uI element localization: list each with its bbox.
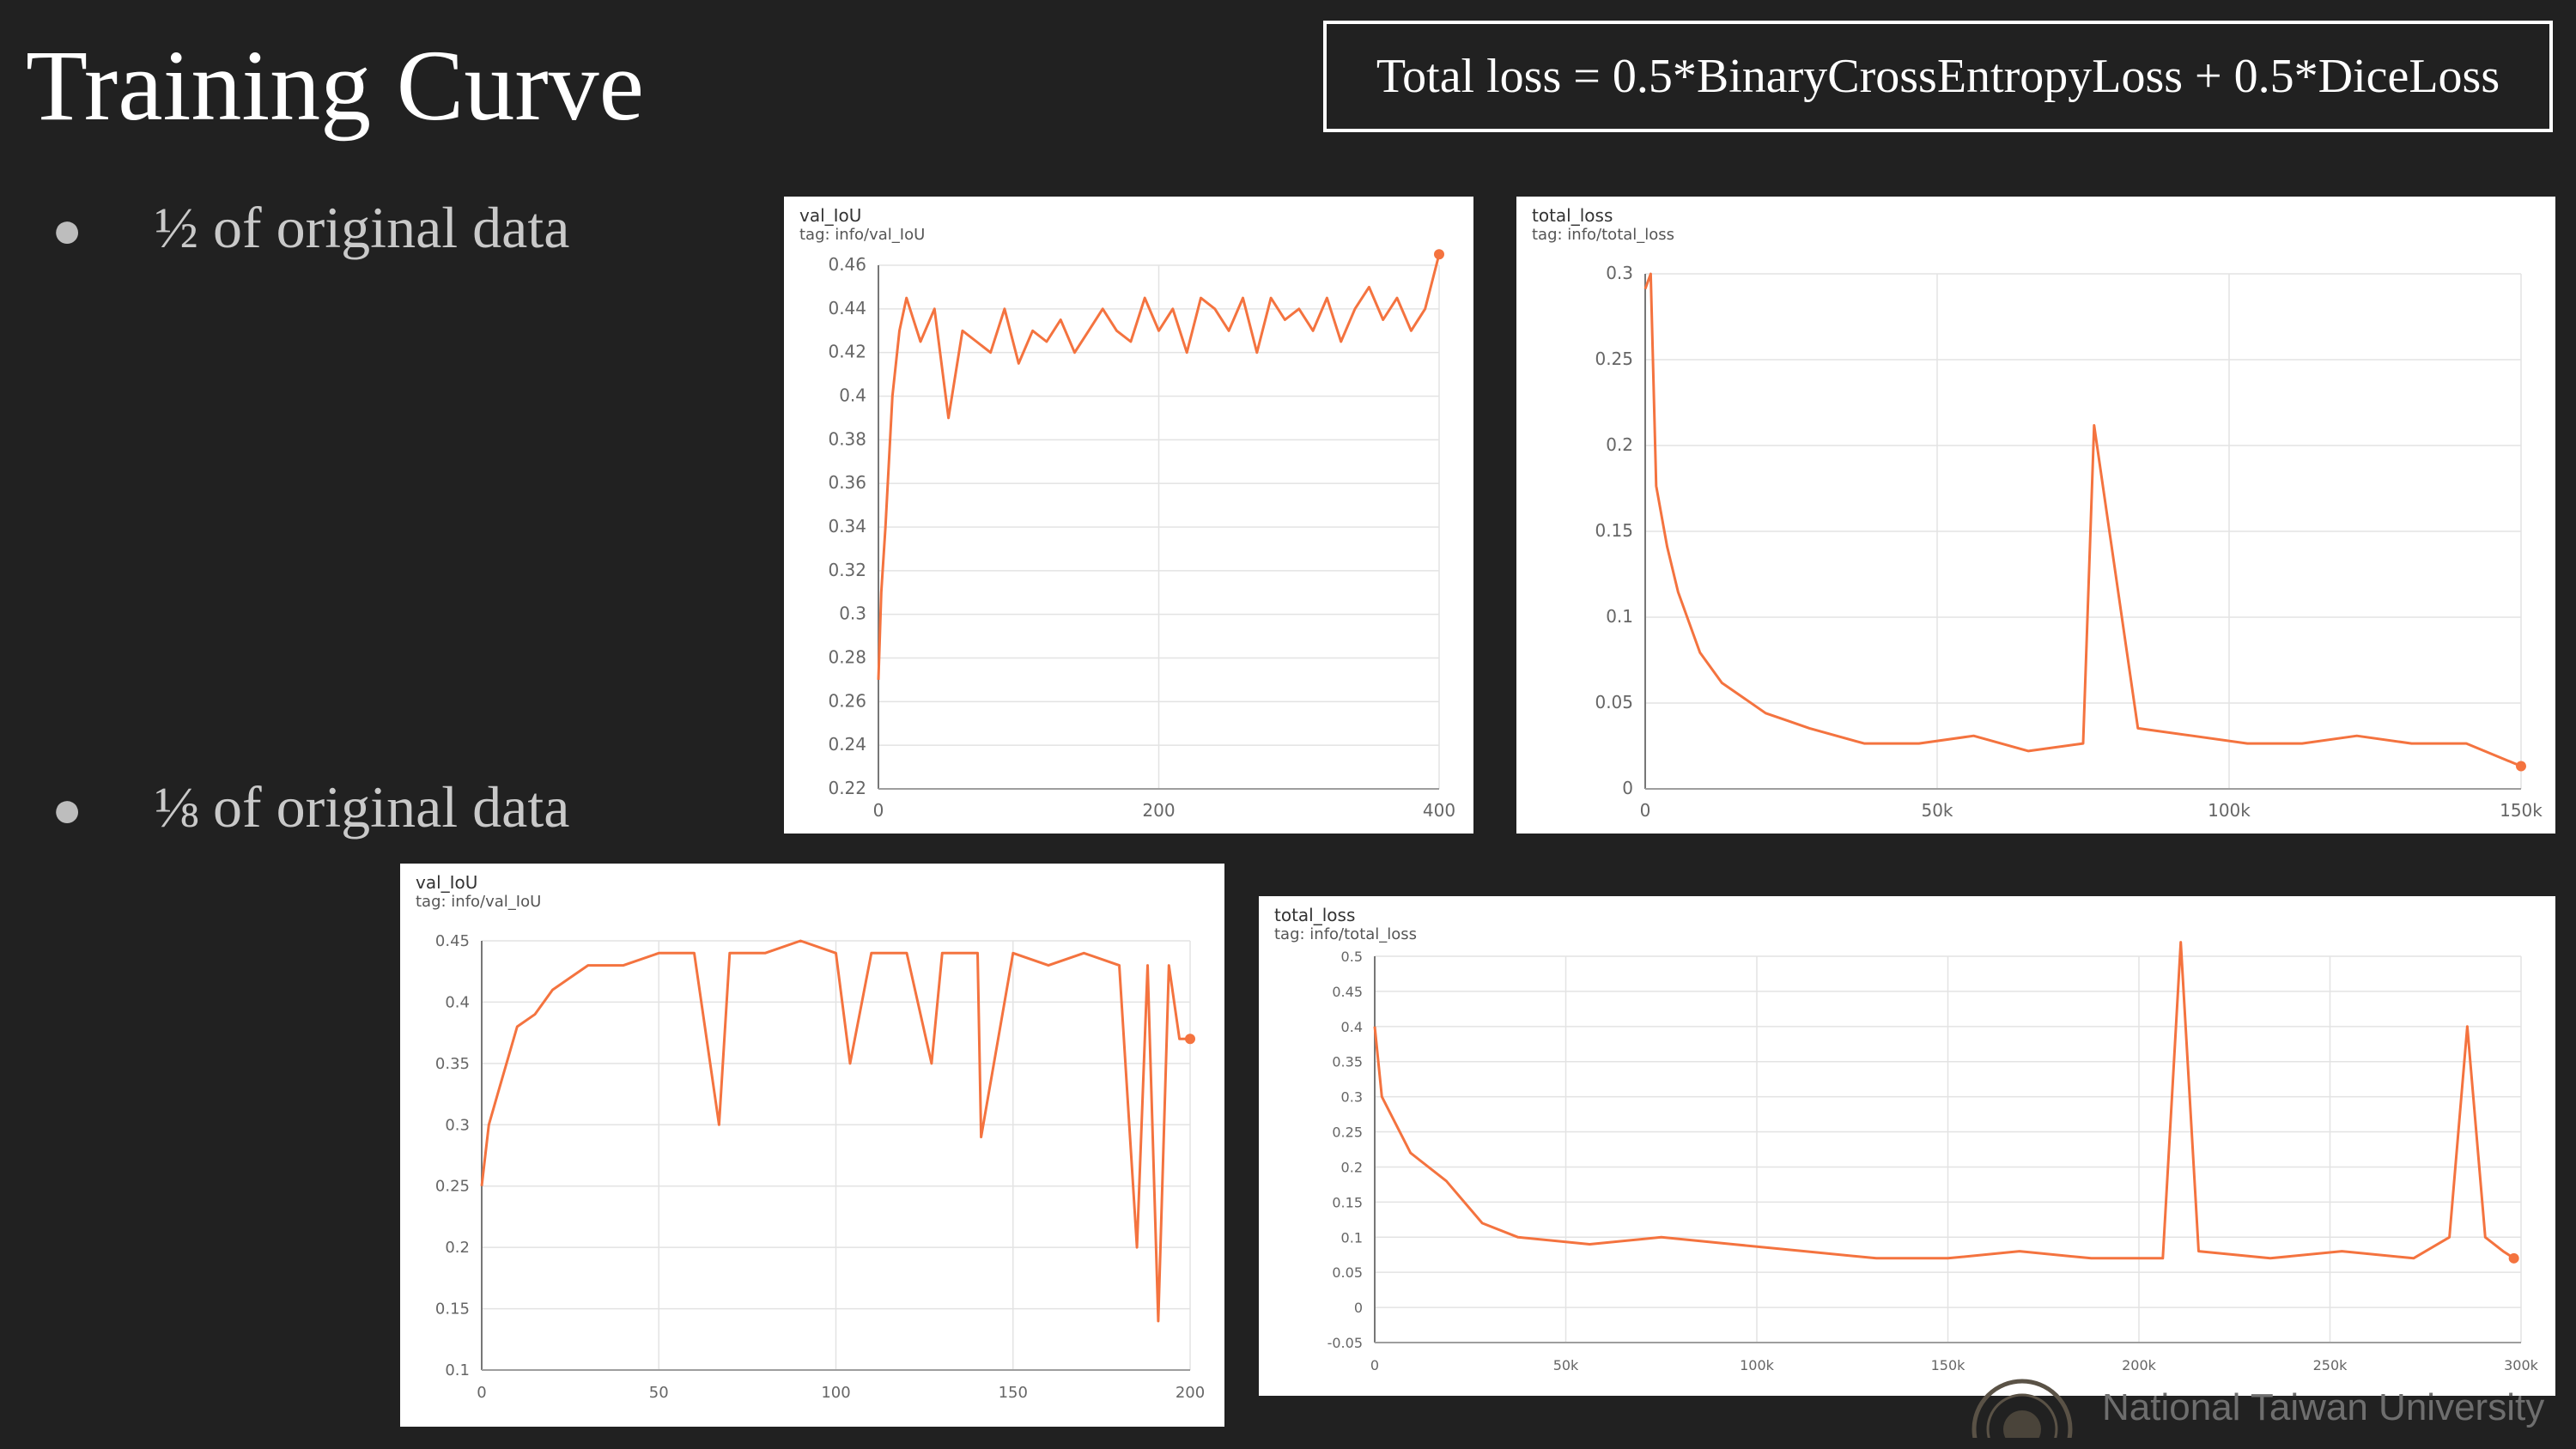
y-tick-label: 0.25	[1595, 349, 1633, 369]
y-tick-label: 0.25	[1332, 1125, 1363, 1141]
x-tick-label: 200	[1142, 800, 1175, 821]
x-tick-label: 0	[1640, 800, 1651, 821]
series-line	[1373, 941, 2515, 1260]
slide-title: Training Curve	[26, 29, 645, 142]
y-tick-label: 0.05	[1595, 692, 1633, 712]
y-tick-label: 0.2	[445, 1239, 470, 1257]
chart-panel-val-iou-half: val_IoU tag: info/val_IoU 0.46 0.44 0.42 0.…	[784, 197, 1473, 834]
y-tick-label: 0.42	[828, 342, 866, 362]
university-seal-icon	[1971, 1379, 2073, 1438]
y-tick-label: 0.26	[828, 690, 866, 711]
y-tick-label: 0.46	[828, 254, 866, 275]
series-last-point	[1434, 249, 1444, 260]
x-tick-label: 300k	[2504, 1357, 2539, 1373]
chart-tag: tag: info/total_loss	[1532, 226, 1675, 244]
x-tick-label: 150k	[2500, 800, 2543, 821]
x-tick-label: 50k	[1921, 800, 1953, 821]
y-tick-label: 0.5	[1341, 949, 1363, 965]
y-tick-label: 0.32	[828, 560, 866, 580]
chart-title: total_loss	[1274, 905, 1356, 925]
bullet-half-data: ● ½ of original data	[52, 193, 569, 264]
y-tick-label: 0.15	[1332, 1194, 1363, 1210]
y-tick-label: 0.45	[435, 932, 470, 950]
y-tick-label: 0.4	[445, 993, 470, 1011]
chart-tag: tag: info/val_IoU	[799, 226, 926, 244]
y-tick-label: 0.3	[839, 603, 866, 624]
bullet-dot-icon: ●	[52, 202, 83, 258]
y-tick-label: 0.4	[839, 385, 866, 406]
y-tick-label: 0.38	[828, 428, 866, 449]
chart-svg: 0.5 0.45 0.4 0.35 0.3 0.25 0.2 0.15 0.1 0.05 0 -0.0…	[1327, 941, 2539, 1373]
y-tick-label: 0.3	[1341, 1089, 1363, 1106]
bullet-eighth-data: ● ⅛ of original data	[52, 773, 569, 844]
x-tick-label: 250k	[2313, 1357, 2348, 1373]
x-tick-label: 0	[873, 800, 884, 821]
series-last-point	[2508, 1252, 2519, 1264]
y-tick-label: 0.1	[445, 1361, 470, 1379]
y-tick-label: 0.2	[1606, 434, 1633, 455]
x-tick-label: 100k	[2208, 800, 2251, 821]
x-tick-label: 200	[1176, 1384, 1205, 1402]
y-tick-label: 0.25	[435, 1178, 470, 1196]
chart-tag: tag: info/val_IoU	[416, 893, 542, 911]
x-tick-label: 100	[821, 1384, 850, 1402]
y-tick-label: 0.44	[828, 298, 866, 318]
y-tick-label: 0.1	[1606, 606, 1633, 627]
series-line	[1643, 272, 2522, 767]
chart-panel-val-iou-eighth: val_IoU tag: info/val_IoU 0.45 0.4 0.35 0.3…	[400, 864, 1224, 1427]
y-tick-label: 0.15	[435, 1300, 470, 1319]
loss-formula-box: Total loss = 0.5*BinaryCrossEntropyLoss …	[1323, 21, 2553, 132]
series-line	[480, 939, 1190, 1323]
y-tick-label: 0	[1354, 1300, 1363, 1316]
y-tick-label: 0.3	[1606, 263, 1633, 283]
y-tick-label: 0.36	[828, 472, 866, 493]
y-tick-label: 0.15	[1595, 520, 1633, 541]
bullet-dot-icon: ●	[52, 781, 83, 838]
x-tick-label: 400	[1423, 800, 1455, 821]
y-tick-label: 0.05	[1332, 1264, 1363, 1281]
chart-panel-total-loss-half: total_loss tag: info/total_loss 0.3 0.25 0…	[1516, 197, 2555, 834]
y-tick-label: -0.05	[1327, 1335, 1363, 1351]
y-tick-label: 0.45	[1332, 984, 1363, 1000]
x-tick-label: 0	[1370, 1357, 1379, 1373]
loss-formula-text: Total loss = 0.5*BinaryCrossEntropyLoss …	[1376, 50, 2500, 103]
x-tick-label: 100k	[1740, 1357, 1775, 1373]
chart-tag: tag: info/total_loss	[1274, 925, 1418, 943]
chart-title: total_loss	[1532, 205, 1613, 226]
x-tick-label: 50k	[1553, 1357, 1579, 1373]
chart-title: val_IoU	[799, 205, 862, 226]
x-tick-label: 0	[477, 1384, 486, 1402]
x-tick-label: 150k	[1931, 1357, 1966, 1373]
y-tick-label: 0.22	[828, 778, 866, 798]
chart-svg: 0.45 0.4 0.35 0.3 0.25 0.2 0.15 0.1 0 50 100 150 200	[435, 932, 1205, 1402]
x-tick-label: 50	[649, 1384, 669, 1402]
y-tick-label: 0.35	[435, 1055, 470, 1073]
footer-university: National Taiwan University	[2102, 1386, 2545, 1428]
y-tick-label: 0	[1622, 778, 1633, 798]
y-tick-label: 0.4	[1341, 1019, 1363, 1035]
series-line	[877, 253, 1441, 680]
series-last-point	[1185, 1034, 1195, 1045]
bullet-label: ½ of original data	[155, 195, 570, 260]
y-tick-label: 0.1	[1341, 1229, 1363, 1246]
x-tick-label: 200k	[2122, 1357, 2157, 1373]
bullet-label: ⅛ of original data	[155, 774, 570, 840]
x-tick-label: 150	[999, 1384, 1028, 1402]
chart-svg: 0.46 0.44 0.42 0.4 0.38 0.36 0.34 0.32 0.3 0.28 0.…	[828, 249, 1455, 821]
y-tick-label: 0.3	[445, 1116, 470, 1134]
y-tick-label: 0.28	[828, 647, 866, 668]
y-tick-label: 0.35	[1332, 1054, 1363, 1070]
y-tick-label: 0.2	[1341, 1159, 1363, 1175]
y-tick-label: 0.24	[828, 734, 866, 755]
y-tick-label: 0.34	[828, 516, 866, 537]
chart-panel-total-loss-eighth: total_loss tag: info/total_loss 0.5 0.45 0…	[1259, 896, 2555, 1396]
series-last-point	[2516, 761, 2526, 772]
chart-title: val_IoU	[416, 872, 478, 893]
chart-svg: 0.3 0.25 0.2 0.15 0.1 0.05 00 50k 100k 150k	[1595, 263, 2543, 821]
